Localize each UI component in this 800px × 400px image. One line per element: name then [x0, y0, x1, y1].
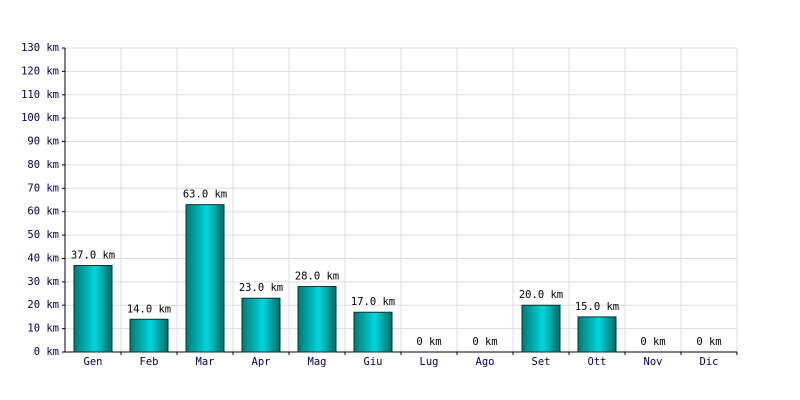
- x-tick-label: Dic: [700, 356, 719, 368]
- x-tick-label: Nov: [644, 356, 663, 368]
- value-label: 0 km: [640, 336, 665, 348]
- bar: [129, 318, 169, 353]
- bar: [185, 204, 225, 353]
- value-label: 23.0 km: [239, 282, 283, 294]
- y-tick-label: 90 km: [27, 136, 59, 148]
- bar: [241, 297, 281, 353]
- value-label: 17.0 km: [351, 296, 395, 308]
- bar: [353, 311, 393, 353]
- bar: [73, 264, 113, 353]
- x-tick-label: Feb: [140, 356, 159, 368]
- y-tick-label: 20 km: [27, 299, 59, 311]
- value-label: 63.0 km: [183, 189, 227, 201]
- y-tick-label: 10 km: [27, 323, 59, 335]
- y-tick-label: 0 km: [34, 346, 59, 358]
- bar: [577, 316, 617, 353]
- y-tick-label: 130 km: [21, 42, 59, 54]
- y-tick-label: 100 km: [21, 112, 59, 124]
- value-label: 0 km: [696, 336, 721, 348]
- value-label: 37.0 km: [71, 249, 115, 261]
- value-label: 0 km: [416, 336, 441, 348]
- value-label: 28.0 km: [295, 271, 339, 283]
- bar: [297, 286, 337, 353]
- y-tick-label: 40 km: [27, 252, 59, 264]
- y-tick-label: 60 km: [27, 206, 59, 218]
- x-tick-label: Giu: [364, 356, 383, 368]
- y-tick-label: 50 km: [27, 229, 59, 241]
- value-label: 20.0 km: [519, 289, 563, 301]
- x-tick-label: Lug: [420, 356, 439, 368]
- x-tick-label: Gen: [84, 356, 103, 368]
- x-tick-label: Apr: [252, 356, 271, 368]
- value-label: 15.0 km: [575, 301, 619, 313]
- value-label: 0 km: [472, 336, 497, 348]
- x-tick-label: Set: [532, 356, 551, 368]
- y-tick-label: 120 km: [21, 65, 59, 77]
- value-label: 14.0 km: [127, 303, 171, 315]
- x-tick-label: Ott: [588, 356, 607, 368]
- bar: [521, 304, 561, 353]
- x-tick-label: Ago: [476, 356, 495, 368]
- y-tick-label: 110 km: [21, 89, 59, 101]
- x-tick-label: Mag: [308, 356, 327, 368]
- y-tick-label: 30 km: [27, 276, 59, 288]
- x-tick-label: Mar: [196, 356, 215, 368]
- y-tick-label: 80 km: [27, 159, 59, 171]
- y-tick-label: 70 km: [27, 182, 59, 194]
